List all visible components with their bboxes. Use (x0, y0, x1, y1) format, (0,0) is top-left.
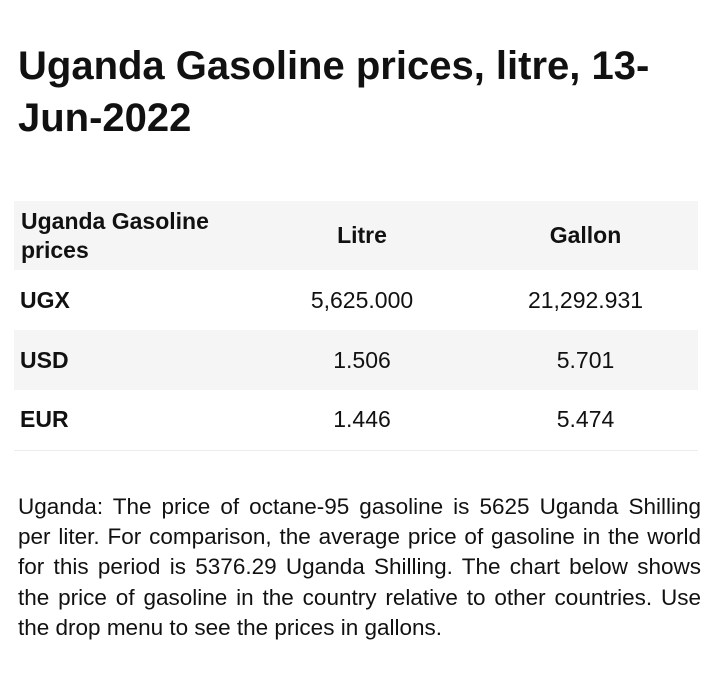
table-row: EUR 1.446 5.474 (14, 390, 698, 450)
column-header-gallon: Gallon (549, 222, 622, 248)
table-header-row: Uganda Gasoline prices Litre Gallon (14, 201, 698, 270)
row-litre-price: 1.446 (333, 406, 391, 433)
column-header-litre: Litre (337, 222, 387, 248)
price-table: Uganda Gasoline prices Litre Gallon UGX … (14, 201, 698, 451)
row-litre-price: 1.506 (333, 346, 391, 373)
row-gallon-price: 5.701 (556, 346, 615, 373)
row-gallon-price: 5.474 (556, 406, 615, 433)
row-currency: UGX (20, 286, 70, 313)
row-currency: EUR (20, 406, 69, 433)
row-currency: USD (20, 346, 69, 373)
page-title: Uganda Gasoline prices, litre, 13-Jun-20… (18, 44, 650, 140)
table-row: UGX 5,625.000 21,292.931 (14, 270, 698, 330)
row-litre-price: 5,625.000 (310, 286, 414, 313)
description-text: Uganda: The price of octane-95 gasoline … (18, 494, 701, 640)
column-header-prices: Uganda Gasoline prices (21, 207, 209, 263)
row-gallon-price: 21,292.931 (527, 286, 644, 313)
table-row: USD 1.506 5.701 (14, 330, 698, 390)
